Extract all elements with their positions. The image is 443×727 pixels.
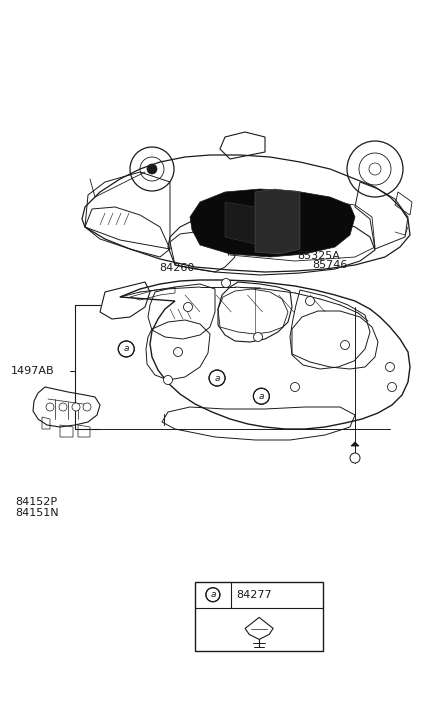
Text: a: a [214, 374, 220, 382]
Bar [195, 582, 323, 651]
Circle shape [72, 403, 80, 411]
Circle shape [46, 403, 54, 411]
Circle shape [59, 403, 67, 411]
Polygon shape [255, 189, 300, 254]
Text: a: a [210, 590, 216, 599]
Circle shape [222, 278, 230, 287]
Text: 85325A: 85325A [298, 251, 340, 261]
Circle shape [174, 348, 183, 356]
Polygon shape [225, 202, 255, 244]
Circle shape [206, 587, 220, 602]
Circle shape [350, 453, 360, 463]
Text: 85746: 85746 [312, 260, 348, 270]
Text: a: a [124, 345, 129, 353]
Circle shape [253, 388, 269, 404]
Circle shape [341, 340, 350, 350]
Circle shape [83, 403, 91, 411]
Circle shape [209, 370, 225, 386]
Text: 84152P: 84152P [16, 497, 58, 507]
Circle shape [306, 297, 315, 305]
Circle shape [253, 332, 263, 342]
Text: 84260: 84260 [159, 262, 195, 273]
Polygon shape [190, 189, 355, 257]
Circle shape [183, 302, 193, 311]
Circle shape [147, 164, 157, 174]
Circle shape [163, 376, 172, 385]
Polygon shape [351, 442, 359, 446]
Text: a: a [259, 392, 264, 401]
Text: 84277: 84277 [236, 590, 272, 600]
Circle shape [291, 382, 299, 392]
Text: 1497AB: 1497AB [11, 366, 54, 376]
Circle shape [118, 341, 134, 357]
Circle shape [388, 382, 396, 392]
Circle shape [385, 363, 395, 371]
Text: 84151N: 84151N [16, 507, 59, 518]
